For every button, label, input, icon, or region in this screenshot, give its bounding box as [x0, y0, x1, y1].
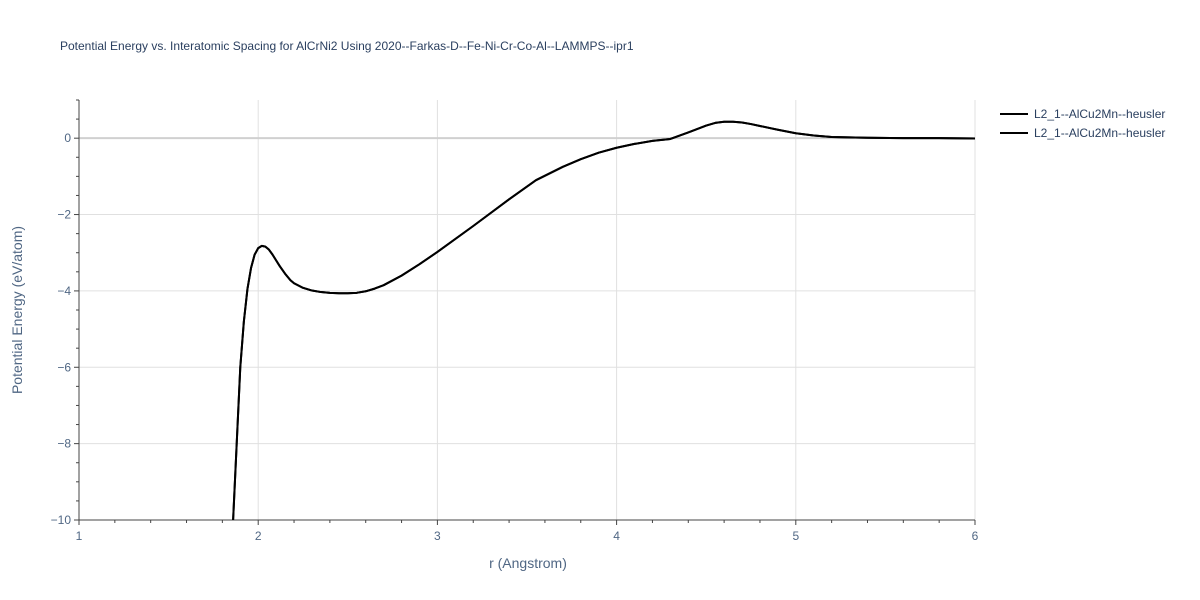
x-tick-label: 4 — [613, 529, 620, 543]
legend-label: L2_1--AlCu2Mn--heusler — [1034, 126, 1165, 140]
legend-item-1[interactable]: L2_1--AlCu2Mn--heusler — [1000, 107, 1165, 121]
x-tick-label: 1 — [76, 529, 83, 543]
y-tick-label: −10 — [51, 513, 72, 527]
legend-item-2[interactable]: L2_1--AlCu2Mn--heusler — [1000, 126, 1165, 140]
y-axis-title: Potential Energy (eV/atom) — [9, 226, 25, 394]
y-tick-label: −4 — [57, 284, 71, 298]
series-line-2 — [232, 120, 975, 520]
grid-layer — [79, 100, 976, 520]
legend-label: L2_1--AlCu2Mn--heusler — [1034, 107, 1165, 121]
x-axis-title: r (Angstrom) — [489, 555, 567, 571]
chart-title: Potential Energy vs. Interatomic Spacing… — [60, 39, 634, 53]
x-tick-label: 3 — [434, 529, 441, 543]
x-tick-label: 2 — [255, 529, 262, 543]
series-line-1 — [232, 120, 975, 520]
y-tick-label: −6 — [57, 360, 71, 374]
x-tick-label: 6 — [972, 529, 979, 543]
y-tick-label: −8 — [57, 437, 71, 451]
y-tick-label: 0 — [64, 131, 71, 145]
x-tick-label: 5 — [792, 529, 799, 543]
y-tick-label: −2 — [57, 208, 71, 222]
legend[interactable]: L2_1--AlCu2Mn--heusler L2_1--AlCu2Mn--heu… — [1000, 107, 1165, 140]
series-layer — [232, 120, 975, 520]
axes-layer: 1 2 3 4 5 6 −10 −8 −6 −4 −2 0 — [51, 99, 979, 543]
